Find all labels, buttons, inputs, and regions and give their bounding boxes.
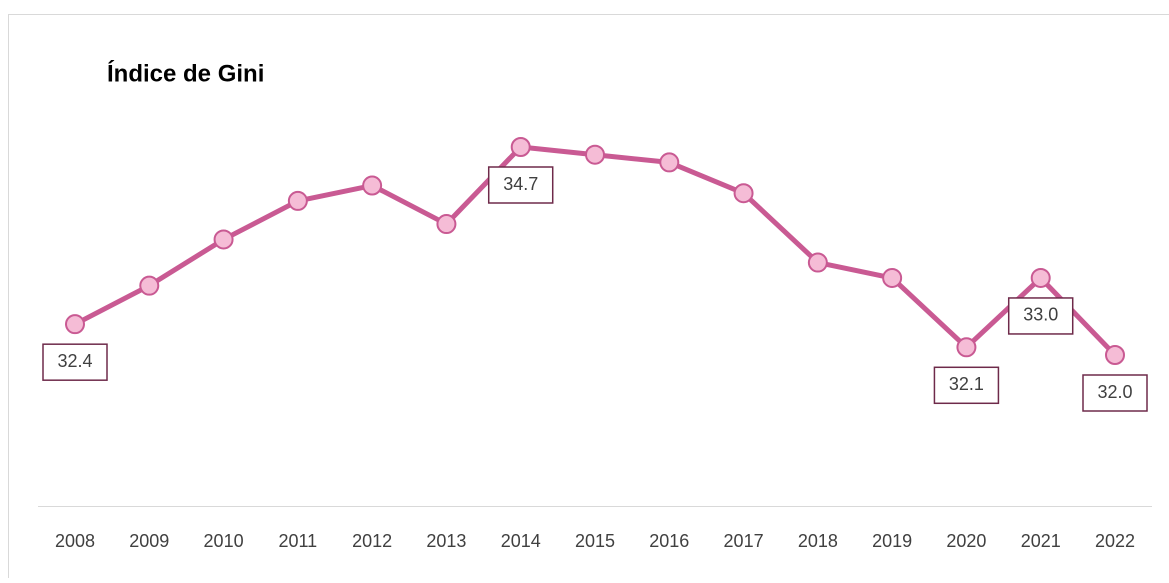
x-tick-label: 2009 xyxy=(129,531,169,551)
data-point xyxy=(363,177,381,195)
data-label: 34.7 xyxy=(503,174,538,194)
x-tick-label: 2020 xyxy=(946,531,986,551)
data-label: 32.4 xyxy=(57,351,92,371)
data-point xyxy=(437,215,455,233)
data-label: 32.1 xyxy=(949,374,984,394)
x-tick-label: 2018 xyxy=(798,531,838,551)
data-point xyxy=(957,338,975,356)
data-label: 33.0 xyxy=(1023,305,1058,325)
data-point xyxy=(1106,346,1124,364)
data-point xyxy=(289,192,307,210)
data-point xyxy=(660,153,678,171)
chart-frame xyxy=(9,15,1169,579)
x-tick-label: 2008 xyxy=(55,531,95,551)
data-point xyxy=(1032,269,1050,287)
x-tick-label: 2019 xyxy=(872,531,912,551)
chart-title: Índice de Gini xyxy=(107,59,264,87)
data-label: 32.0 xyxy=(1097,382,1132,402)
data-point xyxy=(512,138,530,156)
data-point xyxy=(809,254,827,272)
x-tick-label: 2015 xyxy=(575,531,615,551)
x-tick-label: 2021 xyxy=(1021,531,1061,551)
x-tick-label: 2022 xyxy=(1095,531,1135,551)
data-point xyxy=(735,184,753,202)
data-point xyxy=(586,146,604,164)
x-tick-label: 2017 xyxy=(724,531,764,551)
x-tick-label: 2012 xyxy=(352,531,392,551)
x-tick-label: 2011 xyxy=(278,531,317,551)
data-point xyxy=(140,277,158,295)
x-tick-label: 2016 xyxy=(649,531,689,551)
x-tick-label: 2010 xyxy=(204,531,244,551)
x-tick-label: 2013 xyxy=(426,531,466,551)
x-tick-label: 2014 xyxy=(501,531,541,551)
data-point xyxy=(66,315,84,333)
data-point xyxy=(215,230,233,248)
data-point xyxy=(883,269,901,287)
